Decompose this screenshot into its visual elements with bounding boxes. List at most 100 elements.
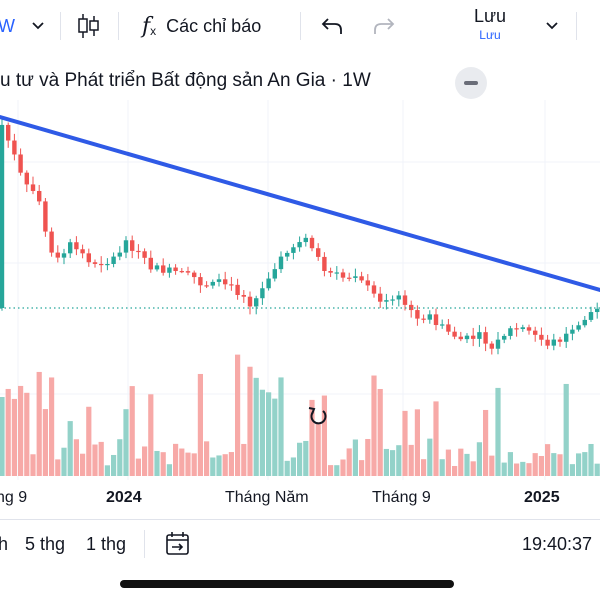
volume-bar <box>334 465 340 476</box>
candle-body <box>458 336 463 340</box>
candle-body <box>254 298 259 307</box>
candle-body <box>316 248 321 257</box>
candle-body <box>371 285 377 294</box>
candle-body <box>24 172 29 185</box>
range-5-months-button[interactable]: 5 thg <box>25 534 66 554</box>
candle-body <box>12 140 17 155</box>
candle-body <box>415 310 420 319</box>
candle-body <box>347 277 352 279</box>
volume-bar <box>86 406 92 476</box>
toolbar-divider <box>300 12 301 40</box>
redo-button[interactable] <box>372 0 396 52</box>
volume-bar <box>532 453 538 476</box>
volume-bar <box>328 465 334 476</box>
candle-body <box>409 304 414 311</box>
go-to-date-button[interactable] <box>164 530 192 563</box>
volume-bar <box>36 371 42 476</box>
volume-bar <box>185 452 191 476</box>
volume-bar <box>464 453 470 476</box>
candle-body <box>334 272 339 274</box>
bottom-bar: h 5 thg 1 thg 19:40:37 <box>0 522 600 566</box>
volume-bar <box>582 452 588 476</box>
candle-body <box>539 334 544 340</box>
candlestick-icon <box>78 14 99 38</box>
volume-bar <box>489 455 495 476</box>
volume-bar <box>483 409 489 476</box>
candle-body <box>483 332 488 344</box>
chart-type-button[interactable] <box>76 0 100 52</box>
volume-bar <box>30 454 36 476</box>
candle-body <box>247 296 253 307</box>
candle-body <box>278 256 284 270</box>
volume-bar <box>18 385 24 476</box>
toolbar-divider <box>60 12 61 40</box>
volume-bar <box>235 354 241 476</box>
volume-bar <box>569 464 575 476</box>
range-button[interactable]: h <box>0 534 9 554</box>
interval-selector[interactable]: W <box>0 0 45 52</box>
candle-body <box>520 327 525 330</box>
volume-bar <box>148 394 154 476</box>
volume-bar <box>359 460 365 476</box>
candle-body <box>68 242 73 254</box>
volume-bar <box>452 465 458 476</box>
volume-bar <box>247 366 253 476</box>
candle-body <box>92 262 98 264</box>
candle-body <box>86 253 91 263</box>
x-axis-label: ng 9 <box>0 489 28 506</box>
volume-bar <box>427 438 433 476</box>
volume-bar <box>514 463 520 476</box>
volume-bar <box>135 458 141 476</box>
volume-bar <box>402 410 408 476</box>
volume-bar <box>197 373 203 476</box>
undo-button[interactable] <box>320 0 344 52</box>
candle-body <box>179 271 184 273</box>
volume-bar <box>557 454 563 476</box>
calendar-arrow-icon <box>166 532 189 555</box>
candle-body <box>204 285 209 287</box>
volume-bar <box>272 398 278 476</box>
save-options-dropdown[interactable] <box>545 0 559 52</box>
collapse-legend-button[interactable] <box>455 67 487 99</box>
volume-bar <box>11 398 17 476</box>
volume-bar <box>297 442 303 476</box>
redo-icon <box>374 18 395 34</box>
volume-bar <box>98 441 104 476</box>
volume-bar <box>179 448 185 476</box>
volume-bar <box>408 444 414 476</box>
candle-body <box>495 339 501 349</box>
candle-body <box>396 295 401 300</box>
bottom-divider <box>144 530 145 558</box>
volume-bar <box>538 455 544 476</box>
candle-body <box>588 312 594 320</box>
candle-body <box>223 279 228 285</box>
indicators-button[interactable]: f x Các chỉ báo <box>142 0 261 52</box>
x-axis-label: 2024 <box>106 489 142 506</box>
range-1-month-button[interactable]: 1 thg <box>86 534 127 554</box>
reset-chart-button[interactable] <box>304 402 332 430</box>
candle-body <box>328 270 333 273</box>
volume-bar <box>303 440 309 476</box>
candle-body <box>167 267 172 273</box>
volume-bar <box>55 459 61 476</box>
save-button[interactable]: Lưu Lưu <box>460 6 520 42</box>
candle-body <box>365 280 370 286</box>
top-toolbar: W f x Các chỉ báo Lưu Lưu <box>0 0 600 52</box>
candle-body <box>18 154 23 173</box>
candle-body <box>185 271 191 273</box>
candle-body <box>6 124 11 141</box>
price-chart[interactable] <box>0 100 600 480</box>
divider <box>0 519 600 520</box>
candle-body <box>161 265 166 273</box>
candle-body <box>340 272 346 278</box>
volume-bar <box>414 409 420 476</box>
candle-body <box>533 330 538 335</box>
interval-label: W <box>0 15 15 36</box>
candle-body <box>551 339 556 346</box>
volume-bar <box>73 439 79 476</box>
candle-body <box>477 332 482 339</box>
volume-bar <box>117 439 123 476</box>
volume-bar <box>352 439 358 476</box>
chevron-down-icon <box>546 22 558 30</box>
candle-body <box>130 240 135 251</box>
